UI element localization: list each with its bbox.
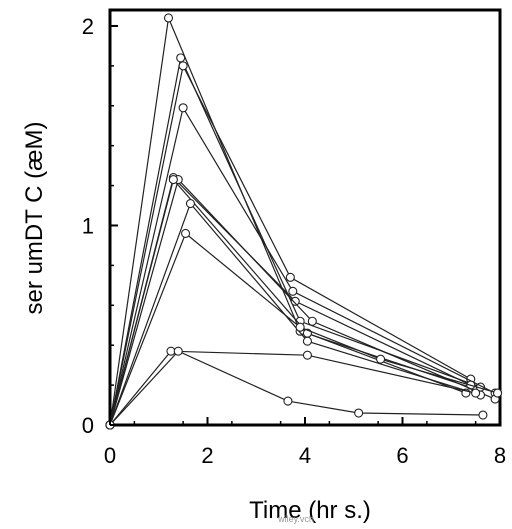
- series-line: [109, 350, 483, 426]
- y-axis-title: ser umDT C (æM): [21, 122, 48, 315]
- series-9: [105, 228, 503, 430]
- data-point: [178, 103, 188, 113]
- data-point: [181, 228, 191, 239]
- series-line: [109, 64, 472, 426]
- data-point: [290, 296, 300, 306]
- data-point: [493, 388, 503, 398]
- x-tick-label: 0: [104, 443, 116, 468]
- x-tick-label: 8: [494, 443, 506, 468]
- y-tick-label: 0: [82, 413, 94, 438]
- data-point: [283, 396, 293, 406]
- watermark-text: wiley.vch: [277, 514, 314, 524]
- y-tick-label: 2: [82, 14, 94, 39]
- y-tick-label: 1: [82, 213, 94, 238]
- series-line: [109, 55, 481, 426]
- x-tick-label: 4: [299, 443, 311, 468]
- series-line: [109, 15, 476, 426]
- data-point: [176, 53, 186, 63]
- series-11: [105, 346, 488, 430]
- data-point: [163, 13, 174, 23]
- ticks-layer: 0 2 4 6 8 0 1 2: [82, 14, 506, 468]
- data-point: [302, 336, 312, 346]
- series-line: [109, 202, 481, 426]
- data-point: [185, 198, 195, 209]
- series-line: [109, 178, 467, 426]
- data-point: [376, 354, 386, 364]
- data-point: [173, 346, 183, 356]
- series-line: [109, 106, 496, 426]
- x-tick-label: 6: [396, 443, 408, 468]
- data-point: [288, 286, 298, 296]
- series-10: [105, 346, 481, 430]
- data-point: [478, 410, 488, 420]
- data-point: [285, 272, 295, 282]
- series-line: [109, 178, 496, 426]
- series-line: [109, 350, 476, 426]
- data-point: [178, 61, 188, 71]
- series-3: [105, 61, 476, 430]
- data-point: [295, 322, 305, 332]
- data-point: [302, 350, 312, 360]
- data-point: [354, 408, 364, 418]
- data-point: [168, 175, 178, 185]
- x-tick-label: 2: [201, 443, 213, 468]
- x-axis-title: Time (hr s.): [249, 497, 371, 524]
- data-point: [307, 316, 317, 326]
- series-layer: [105, 13, 503, 430]
- data-point: [471, 388, 481, 398]
